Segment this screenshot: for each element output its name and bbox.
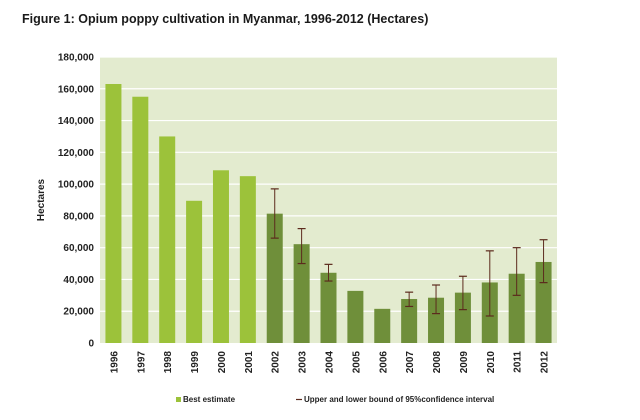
y-axis-ticks: 0 20,000 40,000 60,000 80,000 100,000 120,000 1… bbox=[58, 53, 95, 350]
y-tick-label: 20,000 bbox=[63, 307, 94, 318]
y-tick-label: 160,000 bbox=[58, 84, 95, 95]
bar-2003 bbox=[293, 244, 310, 343]
x-tick-label: 2003 bbox=[298, 351, 309, 374]
error-bars bbox=[270, 188, 548, 317]
legend-swatch-best-estimate bbox=[176, 397, 181, 402]
bar-2000 bbox=[212, 170, 229, 343]
bar-2007 bbox=[401, 298, 418, 343]
legend-label-best-estimate: Best estimate bbox=[183, 395, 236, 404]
bar-2009 bbox=[454, 292, 471, 343]
y-tick-label: 100,000 bbox=[58, 180, 95, 191]
x-tick-label: 2008 bbox=[432, 351, 443, 374]
x-tick-label: 1998 bbox=[163, 351, 174, 374]
y-axis-title: Hectares bbox=[36, 178, 47, 221]
x-tick-label: 2010 bbox=[486, 351, 497, 374]
bar-1998 bbox=[159, 136, 176, 343]
bar-1997 bbox=[132, 96, 149, 343]
x-tick-label: 2009 bbox=[459, 351, 470, 374]
x-tick-label: 2012 bbox=[540, 351, 551, 374]
y-tick-label: 0 bbox=[88, 339, 94, 350]
x-tick-label: 2006 bbox=[378, 351, 389, 374]
x-tick-label: 2005 bbox=[351, 351, 362, 374]
y-tick-label: 180,000 bbox=[58, 53, 95, 64]
x-tick-label: 1997 bbox=[136, 351, 147, 374]
bar-2001 bbox=[239, 176, 256, 343]
bar-2011 bbox=[508, 273, 525, 343]
y-tick-label: 120,000 bbox=[58, 148, 95, 159]
x-tick-label: 2007 bbox=[405, 351, 416, 374]
bar-2006 bbox=[374, 308, 391, 343]
figure-title: Figure 1: Opium poppy cultivation in Mya… bbox=[22, 12, 429, 26]
legend-label-confidence-interval: Upper and lower bound of 95%confidence i… bbox=[304, 395, 494, 404]
x-tick-label: 1996 bbox=[109, 351, 120, 374]
x-tick-label: 2001 bbox=[244, 351, 255, 374]
bar-2002 bbox=[266, 213, 283, 343]
bar-1996 bbox=[105, 84, 122, 343]
bar-2008 bbox=[428, 297, 445, 343]
bar-1999 bbox=[186, 200, 203, 343]
bar-2005 bbox=[347, 290, 364, 343]
x-tick-label: 1999 bbox=[190, 351, 201, 374]
bar-2004 bbox=[320, 272, 337, 343]
x-tick-label: 2002 bbox=[271, 351, 282, 374]
y-tick-label: 40,000 bbox=[63, 275, 94, 286]
x-tick-label: 2011 bbox=[513, 351, 524, 373]
legend: Best estimate Upper and lower bound of 9… bbox=[176, 395, 494, 404]
x-axis-ticks: 1996 1997 1998 1999 2000 2001 2002 2003 2004 2005… bbox=[109, 351, 550, 374]
y-tick-label: 140,000 bbox=[58, 116, 95, 127]
y-tick-label: 60,000 bbox=[63, 243, 94, 254]
y-tick-label: 80,000 bbox=[63, 211, 94, 222]
x-tick-label: 2004 bbox=[325, 351, 336, 374]
x-tick-label: 2000 bbox=[217, 351, 228, 374]
